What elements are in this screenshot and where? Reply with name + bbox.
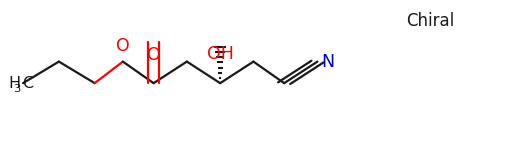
- Text: 3: 3: [13, 84, 20, 94]
- Text: OH: OH: [207, 45, 233, 63]
- Text: N: N: [322, 53, 335, 71]
- Text: O: O: [147, 46, 160, 64]
- Text: C: C: [22, 76, 33, 91]
- Text: Chiral: Chiral: [406, 12, 454, 30]
- Text: H: H: [8, 76, 20, 91]
- Text: O: O: [116, 37, 130, 55]
